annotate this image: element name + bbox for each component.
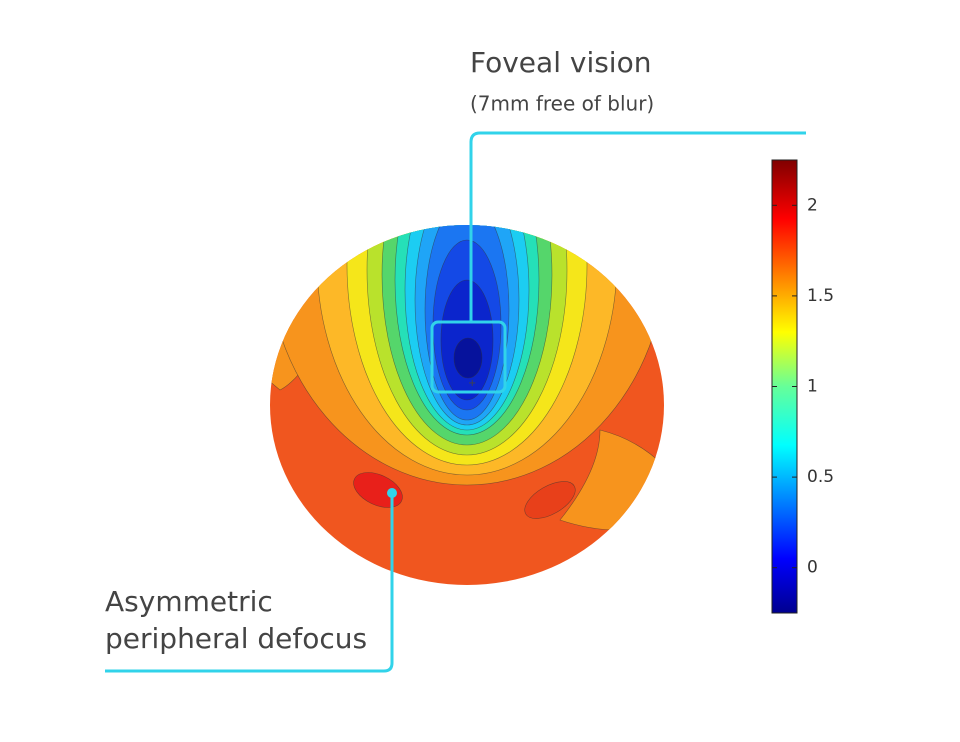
- callout-line: [469, 131, 806, 322]
- colorbar-tick-label: 1.5: [807, 286, 834, 306]
- annotation-subtitle: (7mm free of blur): [470, 92, 654, 116]
- annotation-title: Asymmetric: [105, 585, 273, 618]
- contour-map: [270, 225, 664, 585]
- center-marker: +: [468, 378, 476, 389]
- colorbar-tick-label: 2: [807, 195, 818, 215]
- annotation-title: peripheral defocus: [105, 622, 367, 655]
- callouts: [105, 131, 806, 673]
- colorbar-tick-label: 0.5: [807, 467, 834, 487]
- callout-line: [105, 493, 394, 673]
- callout-box: [430, 320, 507, 394]
- annotation-title: Foveal vision: [470, 46, 651, 79]
- colorbar-tick-label: 1: [807, 377, 818, 397]
- colorbar-tick-label: 0: [807, 558, 818, 578]
- callout-dot: [387, 488, 397, 498]
